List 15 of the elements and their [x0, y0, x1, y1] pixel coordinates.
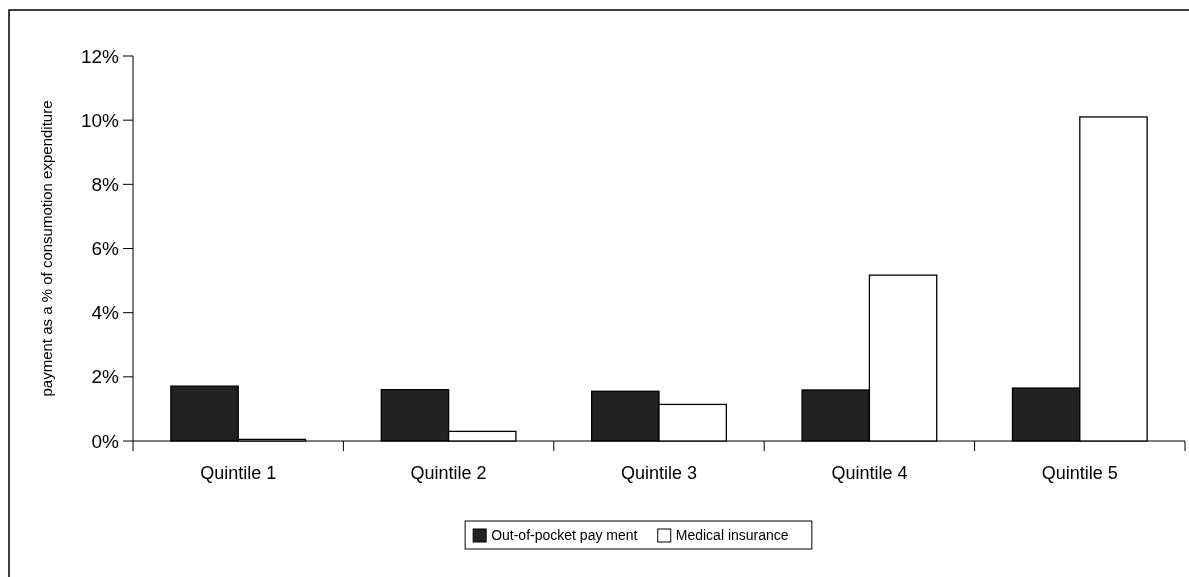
x-tick-label: Quintile 2	[410, 463, 487, 483]
y-tick-label: 4%	[91, 302, 120, 324]
y-tick-label: 6%	[91, 238, 120, 260]
y-tick-label: 0%	[91, 430, 120, 452]
y-tick-label: 10%	[80, 109, 120, 131]
legend-label: Medical insurance	[675, 526, 789, 543]
x-tick-label: Quintile 1	[200, 463, 277, 483]
y-tick-label: 8%	[91, 173, 120, 195]
y-axis-title: payment as a % of consumotion expenditure	[38, 100, 55, 397]
x-tick-label: Quintile 3	[620, 463, 698, 483]
x-tick-label: Quintile 5	[1041, 463, 1118, 483]
y-tick-label: 2%	[91, 366, 120, 388]
y-tick-label: 12%	[80, 45, 120, 67]
legend-label: Out-of-pocket pay ment	[491, 526, 638, 543]
x-tick-label: Quintile 4	[831, 463, 908, 483]
